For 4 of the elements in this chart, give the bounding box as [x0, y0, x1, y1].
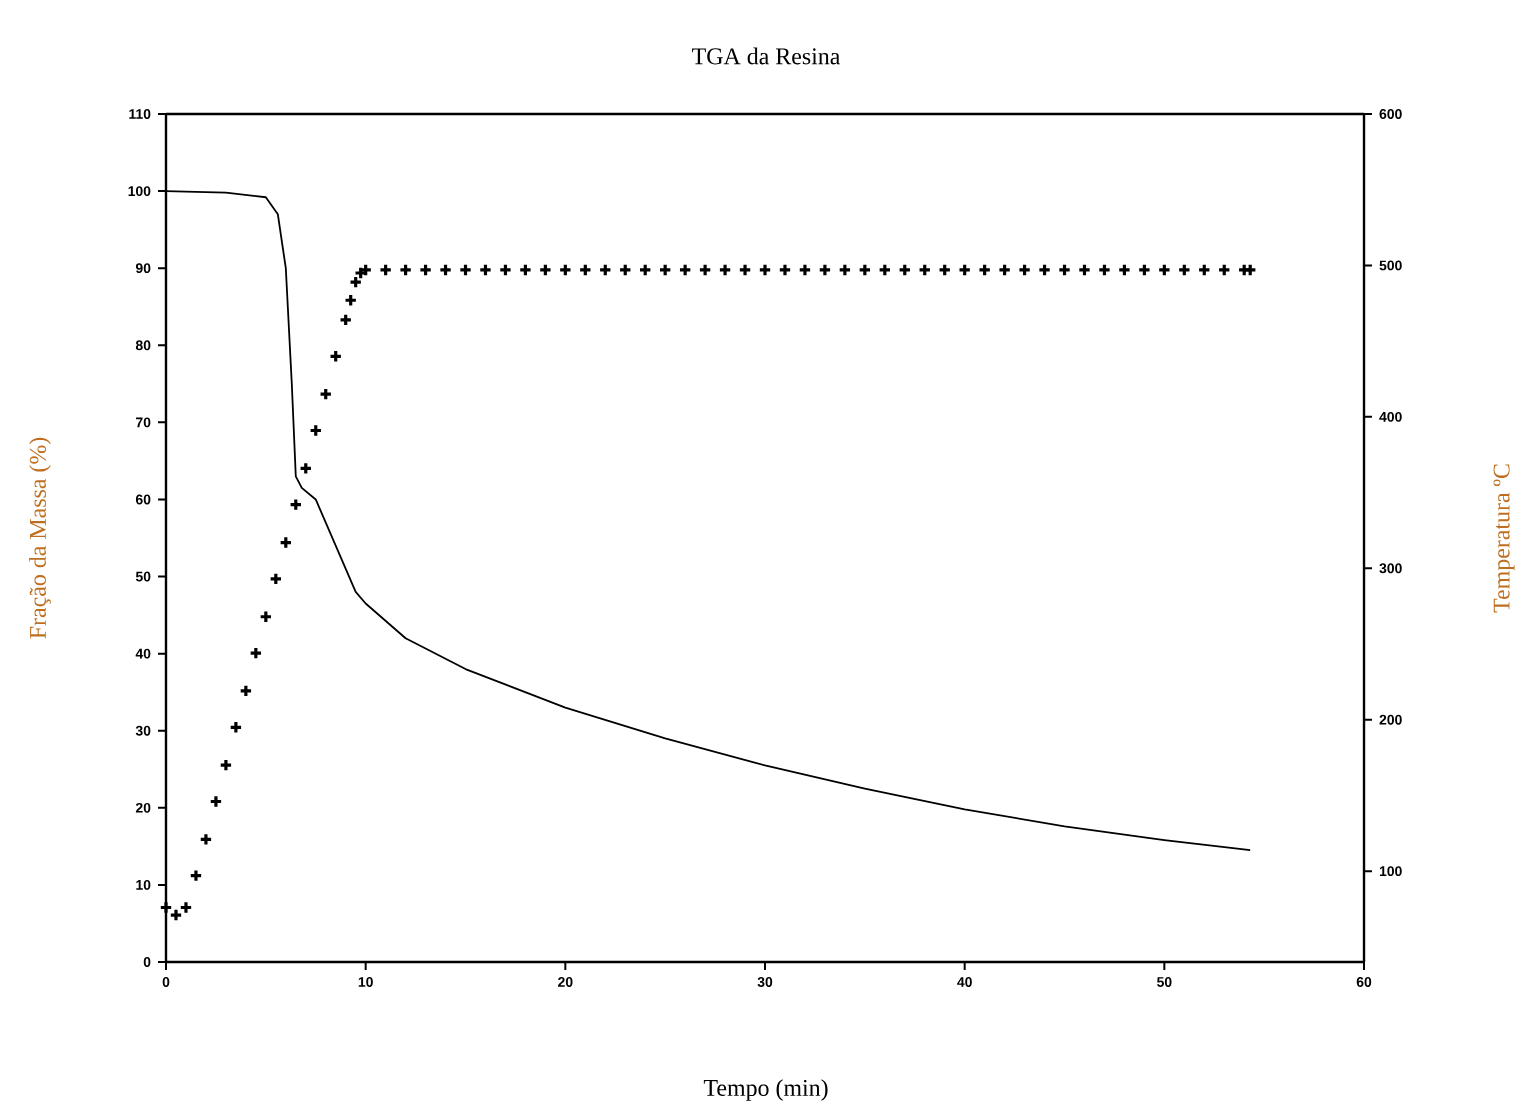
- y2-axis-title: Temperatura ºC: [1493, 464, 1515, 613]
- x-axis-title: Tempo (min): [703, 1079, 828, 1101]
- y-axis-title: Fração da Massa (%): [29, 437, 51, 639]
- chart-title: TGA da Resina: [692, 47, 841, 65]
